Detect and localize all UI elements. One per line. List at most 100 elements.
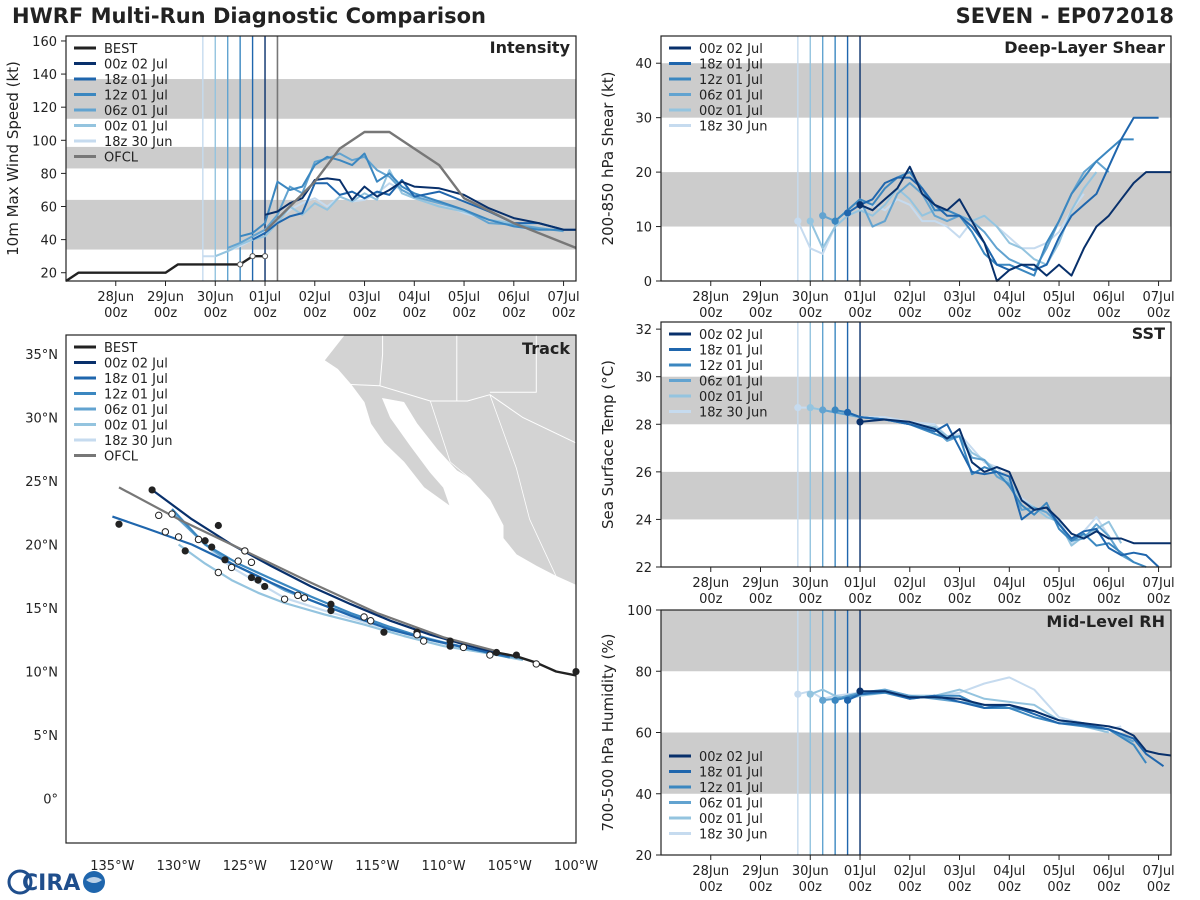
x-tick-label-date: 01Jul [844,576,876,591]
plot-frame [660,35,1172,282]
x-tick-label-date: 05Jul [1043,864,1075,879]
position-marker-filled [512,651,520,659]
legend-label: 06z 01 Jul [699,797,763,812]
position-marker-open [161,528,170,536]
x-tick-label-hour: 00z [749,880,773,895]
x-tick-label-date: 07Jul [547,290,579,305]
initial-point [856,201,864,209]
lon-tick-label: 115°W [355,859,399,874]
best-point [261,253,269,260]
position-marker-filled [148,486,156,494]
initial-point [831,406,839,414]
legend-label: 00z 01 Jul [699,812,763,827]
x-tick-label-date: 06Jul [1093,576,1125,591]
x-tick-label-hour: 00z [1097,306,1121,321]
x-tick-label-hour: 00z [898,592,922,607]
y-tick-label: 24 [635,513,652,528]
initial-point [831,696,839,704]
x-tick-label-date: 02Jul [894,864,926,879]
x-tick-label-date: 01Jul [844,864,876,879]
x-tick-label-hour: 00z [998,592,1022,607]
x-tick-label-date: 07Jul [1142,576,1174,591]
lon-tick-label: 130°W [157,859,201,874]
legend-label: 00z 02 Jul [104,357,168,372]
position-marker-filled [221,556,229,564]
y-tick-label: 140 [32,68,57,83]
chart-sst: 22242628303228Jun00z29Jun00z30Jun00z01Ju… [599,321,1175,607]
x-tick-label-hour: 00z [699,306,723,321]
position-marker-open [234,557,242,565]
legend-label: OFCL [104,151,139,166]
position-marker-filled [380,628,388,636]
x-tick-label-hour: 00z [552,306,576,321]
legend-label: 06z 01 Jul [699,89,763,104]
y-tick-label: 160 [32,35,57,50]
panel-title: SST [1132,324,1165,343]
border-state [489,394,557,577]
x-tick-label-hour: 00z [898,880,922,895]
ofcl-line [264,130,577,250]
position-marker-open [227,563,236,572]
legend-label: 06z 01 Jul [699,375,763,390]
initial-point [806,404,814,412]
position-marker-filled [201,537,209,545]
x-tick-label-hour: 00z [998,880,1022,895]
x-tick-label-date: 30Jun [792,576,829,591]
y-tick-label: 32 [635,323,652,338]
legend-label: 18z 30 Jun [699,120,768,135]
series-line-3 [834,138,1134,277]
initial-point [856,418,864,426]
initial-point [819,696,827,704]
y-tick-label: 40 [40,234,57,249]
threshold-band [661,610,1171,672]
x-tick-label-hour: 00z [1097,880,1121,895]
legend-label: 00z 02 Jul [699,750,763,765]
x-tick-label-hour: 00z [749,306,773,321]
legend-label: 06z 01 Jul [104,104,168,119]
x-tick-label-date: 03Jul [943,864,975,879]
position-marker-open [241,547,249,555]
position-marker-open [366,617,375,625]
x-tick-label-date: 28Jun [692,576,729,591]
border-state [379,335,384,386]
x-tick-label-hour: 00z [1097,592,1121,607]
position-marker-filled [261,582,269,591]
x-tick-label-date: 07Jul [1142,864,1174,879]
position-marker-filled [115,520,123,528]
series-line-1 [860,690,1172,757]
initial-point [806,217,814,225]
initial-point [819,406,827,414]
y-tick-label: 20 [635,849,652,864]
x-tick-label-hour: 00z [1147,592,1171,607]
legend-label: 18z 30 Jun [699,828,768,843]
lon-tick-label: 125°W [223,859,267,874]
y-tick-label: 30 [635,112,652,127]
y-tick-label: 0 [644,275,652,290]
logo-ring-icon [7,869,33,895]
position-marker-open [155,511,163,520]
best-point [249,253,256,260]
x-tick-label-hour: 00z [699,592,723,607]
plot-frame [660,321,1172,568]
series-line-2 [847,116,1159,272]
lat-tick-label: 10°N [25,666,58,681]
legend-label: 18z 30 Jun [104,434,173,449]
x-tick-label-hour: 00z [154,306,178,321]
position-marker-filled [247,573,256,582]
panel-title: Deep-Layer Shear [1004,38,1165,57]
x-tick-label-hour: 00z [948,306,972,321]
border-state [489,335,537,393]
chart-rh: 2040608010028Jun00z29Jun00z30Jun00z01Jul… [599,604,1175,895]
lat-tick-label: 0° [43,793,58,808]
y-tick-label: 10 [635,221,652,236]
y-tick-label: 40 [635,788,652,803]
x-tick-label-hour: 00z [253,306,277,321]
legend-label: 18z 01 Jul [699,58,763,73]
position-marker-open [459,643,468,652]
x-tick-label-hour: 00z [353,306,377,321]
legend-label: 18z 01 Jul [104,73,168,88]
y-tick-label: 40 [635,57,652,72]
threshold-band [661,63,1171,118]
x-tick-label-hour: 00z [502,306,526,321]
x-tick-label-date: 01Jul [844,290,876,305]
